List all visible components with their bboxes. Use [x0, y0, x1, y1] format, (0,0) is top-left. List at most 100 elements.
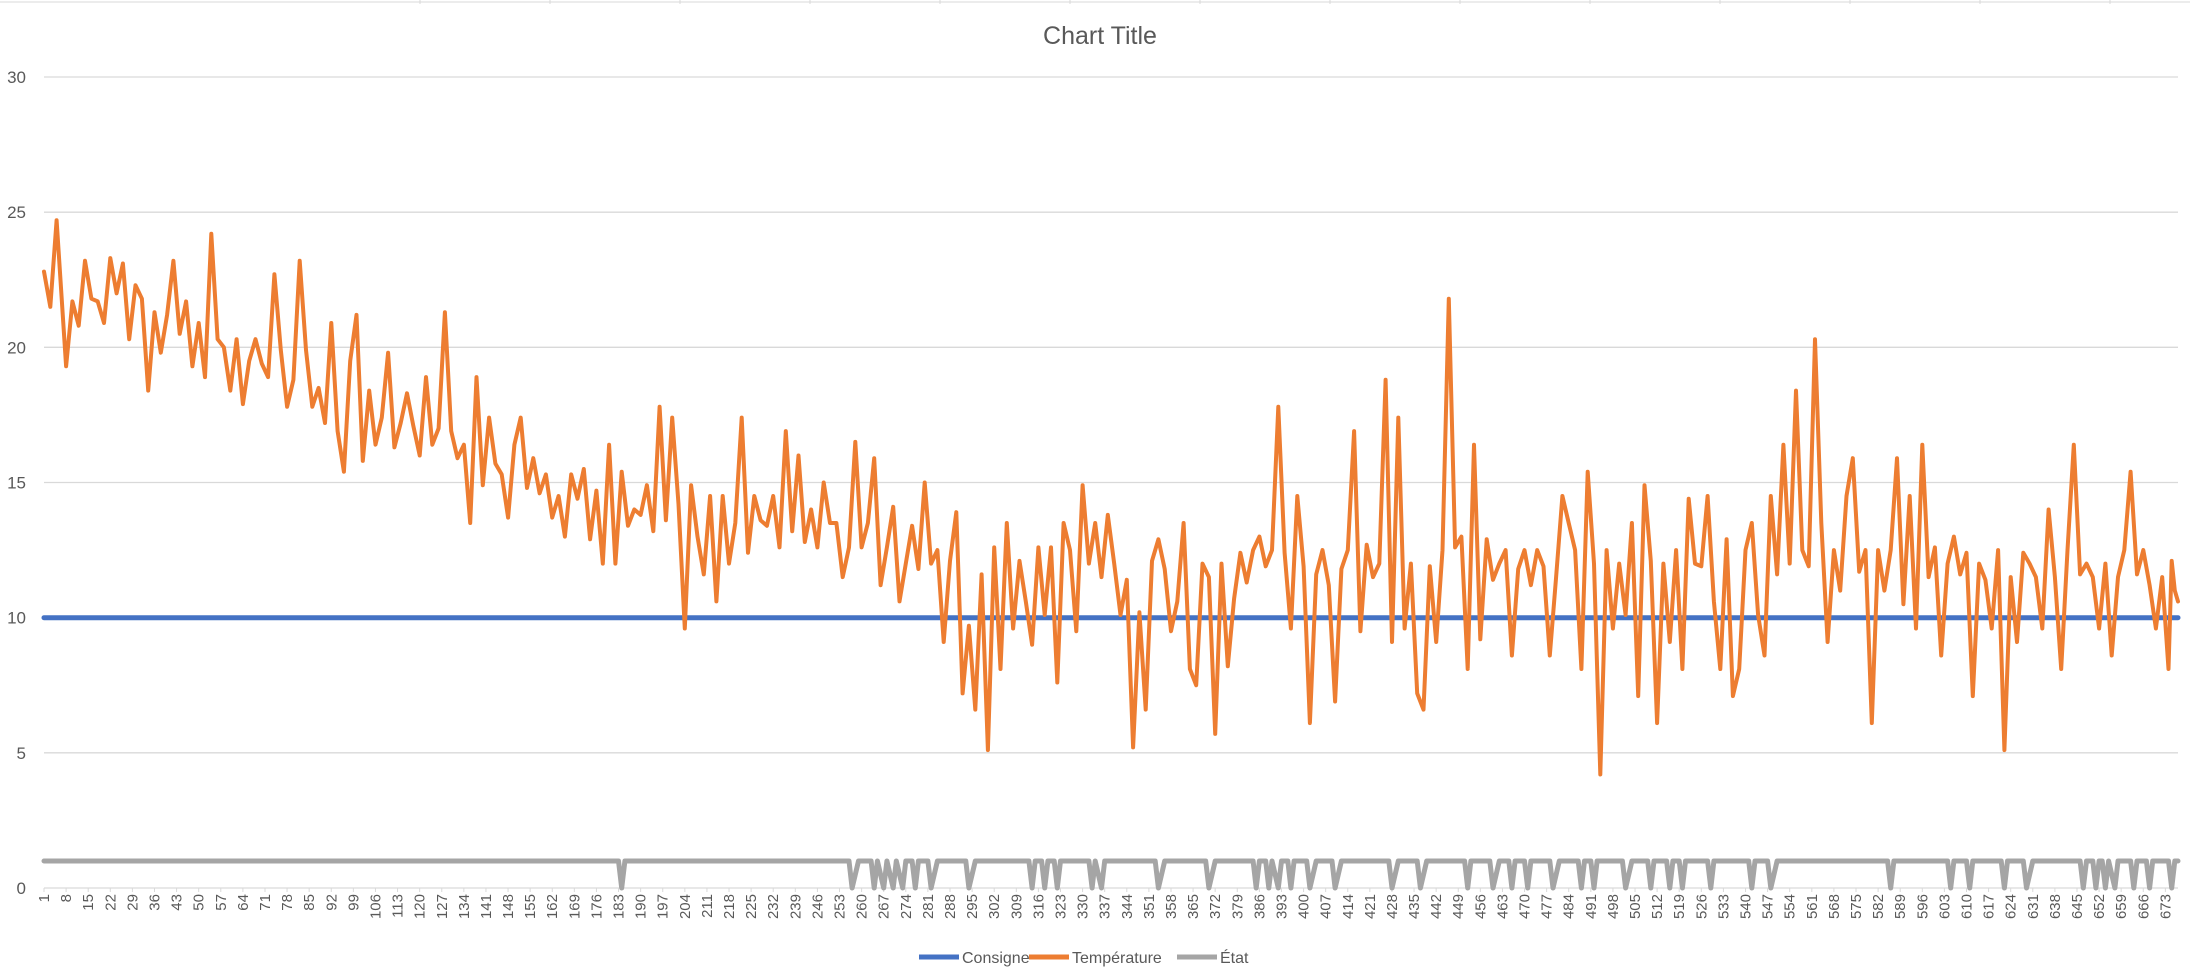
x-tick-label: 589 — [1892, 894, 1909, 919]
x-tick-label: 183 — [611, 894, 628, 919]
x-tick-label: 617 — [1981, 894, 1998, 919]
y-tick-label: 20 — [7, 338, 26, 357]
x-tick-label: 120 — [412, 894, 429, 919]
x-tick-label: 372 — [1207, 894, 1224, 919]
x-tick-label: 498 — [1605, 894, 1622, 919]
series-line-etat — [41, 858, 2181, 891]
x-tick-label: 323 — [1052, 894, 1069, 919]
y-axis-labels: 0 5 10 15 20 25 30 — [7, 68, 26, 898]
x-tick-label: 575 — [1848, 894, 1865, 919]
x-tick-label: 302 — [986, 894, 1003, 919]
x-tick-label: 288 — [942, 894, 959, 919]
x-tick-label: 148 — [500, 894, 517, 919]
x-tick-label: 274 — [898, 894, 915, 919]
x-tick-label: 505 — [1627, 894, 1644, 919]
x-tick-label: 211 — [699, 894, 716, 918]
x-tick-label: 449 — [1450, 894, 1467, 919]
y-tick-label: 10 — [7, 609, 26, 628]
x-tick-label: 57 — [213, 894, 230, 911]
x-tick-label: 218 — [721, 894, 738, 919]
x-tick-label: 442 — [1428, 894, 1445, 919]
x-tick-label: 8 — [58, 894, 75, 902]
x-tick-label: 540 — [1738, 894, 1755, 919]
x-tick-label: 428 — [1384, 894, 1401, 919]
legend: Consigne Température État — [919, 948, 1249, 967]
x-tick-label: 477 — [1539, 894, 1556, 919]
x-tick-label: 358 — [1163, 894, 1180, 919]
x-tick-label: 652 — [2091, 894, 2108, 919]
x-tick-label: 344 — [1119, 894, 1136, 919]
x-axis-labels: 1 8 15 22 29 36 43 50 57 64 71 78 85 92 99 106 113 120 127… — [36, 888, 2174, 919]
x-tick-label: 526 — [1693, 894, 1710, 919]
x-tick-label: 295 — [964, 894, 981, 919]
x-tick-label: 547 — [1760, 894, 1777, 919]
x-tick-label: 155 — [522, 894, 539, 919]
x-tick-label: 22 — [102, 894, 119, 911]
x-tick-label: 71 — [257, 894, 274, 911]
x-tick-label: 470 — [1517, 894, 1534, 919]
x-tick-label: 645 — [2069, 894, 2086, 919]
x-tick-label: 169 — [566, 894, 583, 919]
x-tick-label: 316 — [1030, 894, 1047, 919]
x-tick-label: 64 — [235, 894, 252, 911]
x-tick-label: 267 — [876, 894, 893, 919]
x-tick-label: 134 — [456, 894, 473, 919]
x-tick-label: 246 — [809, 894, 826, 919]
x-tick-label: 463 — [1494, 894, 1511, 919]
series-line-temperature — [42, 218, 2180, 777]
x-tick-label: 386 — [1251, 894, 1268, 919]
x-tick-label: 484 — [1561, 894, 1578, 919]
x-tick-label: 309 — [1008, 894, 1025, 919]
x-tick-label: 456 — [1472, 894, 1489, 919]
y-tick-label: 0 — [17, 879, 26, 898]
x-tick-label: 85 — [301, 894, 318, 911]
x-tick-label: 141 — [478, 894, 495, 919]
x-tick-label: 512 — [1649, 894, 1666, 919]
x-tick-label: 239 — [787, 894, 804, 919]
x-tick-label: 43 — [169, 894, 186, 911]
x-tick-label: 15 — [80, 894, 97, 911]
x-tick-label: 337 — [1097, 894, 1114, 919]
x-tick-label: 197 — [655, 894, 672, 919]
x-tick-label: 225 — [743, 894, 760, 919]
x-tick-label: 582 — [1870, 894, 1887, 919]
x-tick-label: 176 — [588, 894, 605, 919]
y-tick-label: 15 — [7, 474, 26, 493]
x-tick-label: 568 — [1826, 894, 1843, 919]
x-tick-label: 519 — [1671, 894, 1688, 919]
x-tick-label: 99 — [345, 894, 362, 911]
x-tick-label: 603 — [1936, 894, 1953, 919]
x-tick-label: 232 — [765, 894, 782, 919]
x-tick-label: 106 — [367, 894, 384, 919]
x-tick-label: 365 — [1185, 894, 1202, 919]
x-tick-label: 414 — [1340, 894, 1357, 919]
y-tick-label: 5 — [17, 744, 26, 763]
x-tick-label: 1 — [36, 894, 53, 902]
legend-label-etat: État — [1220, 948, 1249, 967]
x-tick-label: 50 — [191, 894, 208, 911]
x-tick-label: 379 — [1229, 894, 1246, 919]
x-tick-label: 631 — [2025, 894, 2042, 919]
chart-title: Chart Title — [1043, 22, 1157, 50]
x-tick-label: 624 — [2003, 894, 2020, 919]
x-tick-label: 162 — [544, 894, 561, 919]
x-tick-label: 36 — [146, 894, 163, 911]
x-tick-label: 638 — [2047, 894, 2064, 919]
x-tick-label: 393 — [1273, 894, 1290, 919]
series-lines — [41, 218, 2181, 891]
x-tick-label: 253 — [832, 894, 849, 919]
legend-label-consigne: Consigne — [962, 950, 1030, 967]
y-tick-label: 25 — [7, 203, 26, 222]
x-tick-label: 29 — [124, 894, 141, 911]
x-tick-label: 113 — [390, 894, 407, 918]
x-tick-label: 421 — [1362, 894, 1379, 919]
x-tick-label: 596 — [1914, 894, 1931, 919]
x-tick-label: 260 — [854, 894, 871, 919]
x-tick-label: 92 — [323, 894, 340, 911]
top-border-ticks — [0, 0, 2190, 4]
x-tick-label: 78 — [279, 894, 296, 911]
x-tick-label: 666 — [2135, 894, 2152, 919]
x-tick-label: 610 — [1958, 894, 1975, 919]
